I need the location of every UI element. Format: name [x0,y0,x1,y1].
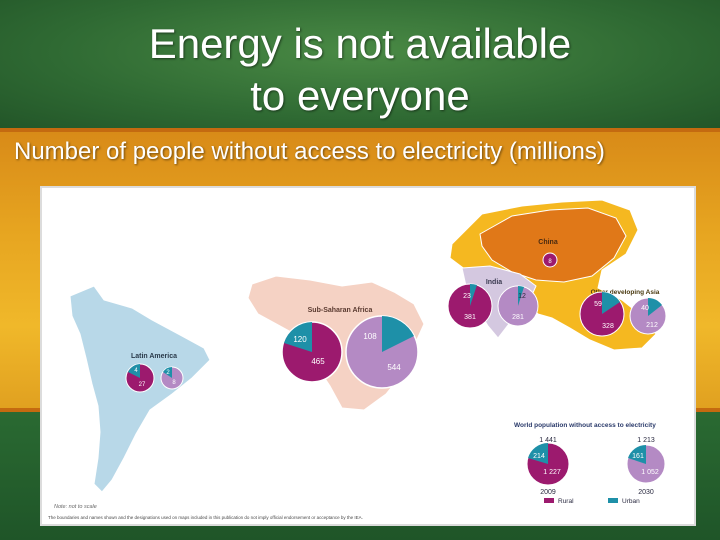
latin-america-label: Latin America [131,353,177,360]
china-label: China [538,239,558,246]
china-pie-circle [542,252,558,268]
electricity-access-map: China India Other developing Asia Sub-Sa… [40,186,696,526]
legend-rural-label: Rural [558,498,574,505]
world-inset-title: World population without access to elect… [514,422,656,429]
india-urban-pie-slice [518,286,524,306]
india-urban-pie: 12 281 [497,285,539,327]
latin-america-rural-total: 27 [139,382,146,388]
latin-america-urban-pie-slice [163,367,172,378]
world-2030-year: 2030 [638,489,654,496]
slide-title: Energy is not available to everyone [0,18,720,122]
latin-america-rural-value: 4 [134,368,138,374]
other-asia-rural-pie-slice [602,292,620,314]
africa-urban-pie: 108 544 [345,315,419,389]
world-2009-urban: 214 [533,453,545,460]
china-pie: 8 [542,252,558,268]
africa-urban-pie-slice [382,316,414,352]
africa-urban-value: 108 [363,332,377,341]
map-svg: China India Other developing Asia Sub-Sa… [48,199,667,520]
world-2009-pie-slice [528,443,548,464]
africa-rural-pie: 120 465 [281,321,343,383]
india-rural-pie-slice [470,283,477,306]
other-asia-rural-pie: 59 328 [579,291,625,337]
world-2030-rural: 1 052 [641,469,659,476]
other-asia-rural-value: 59 [594,301,602,308]
india-rural-pie: 23 381 [447,283,493,329]
latin-america-urban-pie: 2 8 [160,366,184,390]
slide-subtitle: Number of people without access to elect… [14,138,605,165]
china-region [479,207,627,283]
other-asia-urban-pie: 40 212 [629,297,667,335]
china-pie-value: 8 [548,259,552,265]
divider-stripe [0,128,720,132]
slide-header-background [0,0,720,130]
latin-america-urban-value: 2 [166,370,170,376]
world-2009-total: 1 441 [539,437,557,444]
world-2009-year: 2009 [540,489,556,496]
slide-title-line-1: Energy is not available [148,20,572,67]
africa-rural-pie-slice [284,322,312,352]
world-2009-rural: 1 227 [543,469,561,476]
india-urban-value: 12 [518,293,526,300]
legend-rural-swatch [544,498,554,503]
india-rural-total: 381 [464,314,476,321]
world-2030-pie-slice [628,445,646,464]
world-inset: World population without access to elect… [514,422,666,505]
map-disclaimer: The boundaries and names shown and the d… [48,515,363,520]
scale-note: Note: not to scale [54,504,97,510]
legend-urban-swatch [608,498,618,503]
africa-label: Sub-Saharan Africa [308,307,373,314]
other-asia-urban-value: 40 [641,305,649,312]
africa-rural-value: 120 [293,335,307,344]
india-label: India [486,279,502,286]
africa-urban-total: 544 [387,363,401,372]
africa-rural-total: 465 [311,357,325,366]
other-asia-urban-total: 212 [646,322,658,329]
other-asia-urban-pie-slice [648,298,662,316]
latin-america-rural-pie-slice [128,364,140,378]
other-asia-rural-total: 328 [602,323,614,330]
latin-america-urban-total: 8 [172,380,176,386]
slide-title-line-2: to everyone [250,72,470,119]
world-2030-urban: 161 [632,453,644,460]
legend-urban-label: Urban [622,498,640,505]
india-rural-value: 23 [463,293,471,300]
india-urban-total: 281 [512,314,524,321]
latin-america-rural-pie: 4 27 [125,363,155,393]
other-asia-label: Other developing Asia [591,289,660,296]
world-2030-total: 1 213 [637,437,655,444]
